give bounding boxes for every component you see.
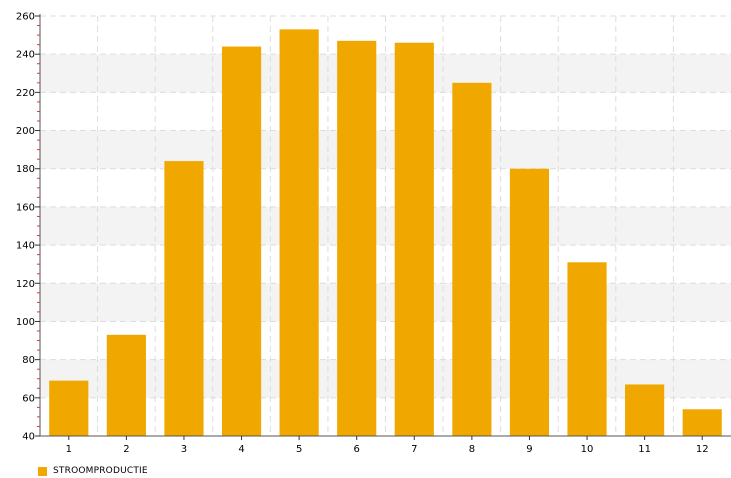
x-tick-label: 7 — [411, 444, 417, 455]
x-tick-label: 6 — [354, 444, 360, 455]
bar — [394, 42, 434, 437]
x-tick-label: 8 — [469, 444, 475, 455]
x-tick-label: 12 — [696, 444, 709, 455]
x-tick-label: 3 — [181, 444, 187, 455]
y-tick-label: 60 — [22, 393, 35, 404]
bar — [567, 262, 607, 436]
y-tick-label: 140 — [16, 241, 35, 252]
legend-swatch — [38, 466, 47, 476]
x-tick-label: 10 — [581, 444, 594, 455]
y-tick-label: 260 — [16, 12, 35, 23]
x-tick-label: 9 — [526, 444, 532, 455]
y-tick-label: 160 — [16, 202, 35, 213]
bar — [682, 409, 722, 436]
bar — [452, 82, 492, 437]
bar — [279, 29, 319, 436]
y-tick-label: 180 — [16, 164, 35, 175]
bar — [625, 384, 665, 436]
x-tick-label: 5 — [296, 444, 302, 455]
legend: STROOMPRODUCTIE — [38, 465, 148, 477]
x-tick-label: 4 — [238, 444, 244, 455]
y-tick-label: 220 — [16, 88, 35, 99]
bar — [509, 168, 550, 436]
y-tick-label: 120 — [16, 279, 35, 290]
x-tick-label: 11 — [638, 444, 651, 455]
bar — [337, 40, 377, 437]
y-tick-label: 40 — [22, 432, 35, 443]
bar — [164, 161, 204, 436]
bar — [221, 46, 262, 436]
y-tick-label: 240 — [16, 50, 35, 61]
x-tick-label: 2 — [123, 444, 129, 455]
y-tick-label: 200 — [16, 126, 35, 137]
bar — [106, 334, 146, 436]
bar — [49, 380, 89, 436]
x-tick-label: 1 — [66, 444, 72, 455]
legend-label: STROOMPRODUCTIE — [53, 466, 148, 476]
y-tick-label: 100 — [16, 317, 35, 328]
y-tick-label: 80 — [22, 355, 35, 366]
